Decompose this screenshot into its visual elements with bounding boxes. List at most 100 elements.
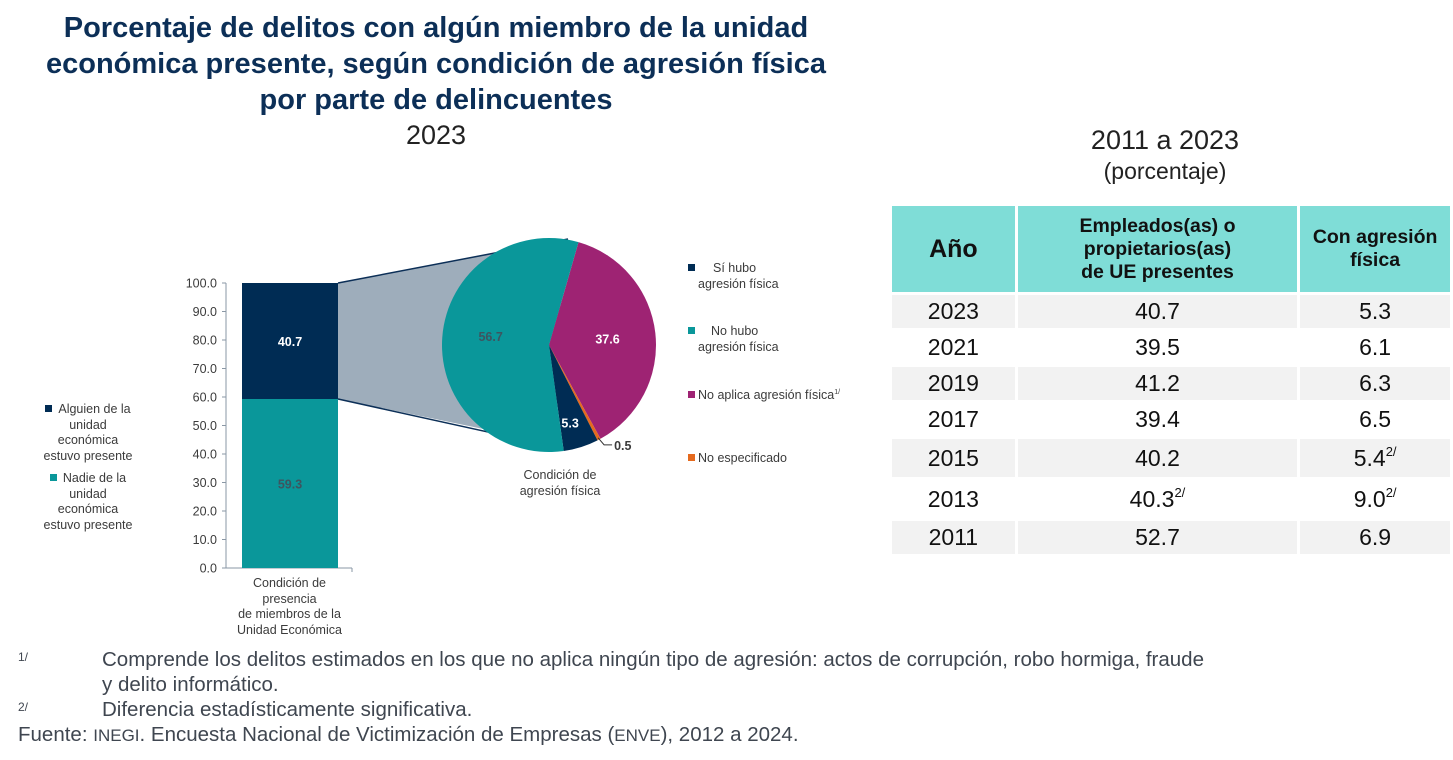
- right-subtitle-period: 2011 a 2023: [1090, 125, 1240, 155]
- legend-label: económica: [57, 433, 119, 447]
- cell-year: 2013: [927, 485, 979, 512]
- legend-item-absent: Nadie de la unidad económica estuvo pres…: [28, 471, 148, 533]
- header-line: de UE presentes: [1081, 260, 1234, 283]
- right-subtitle-unit: (porcentaje): [1103, 158, 1227, 184]
- footnote-ref: 2/: [1385, 443, 1397, 459]
- cell-aggression: 6.5: [1300, 403, 1450, 436]
- table-row: 2021 39.5 6.1: [892, 331, 1450, 364]
- cell-year: 2011: [892, 521, 1015, 554]
- cell-aggression: 9.02/: [1300, 480, 1450, 518]
- legend-label: agresión física: [698, 277, 779, 291]
- pie-data-label: 0.5: [614, 439, 631, 453]
- legend-label: unidad: [69, 417, 107, 432]
- legend-label: económica: [57, 502, 119, 516]
- cell-year: 2019: [892, 367, 1015, 400]
- right-subtitle: 2011 a 2023 (porcentaje): [880, 124, 1450, 186]
- category-label-line: Condición de: [253, 576, 326, 590]
- value: 41.2: [1135, 370, 1180, 396]
- source-org: INEGI: [93, 726, 140, 745]
- y-tick-label: 50.0: [193, 419, 217, 433]
- header-line: Empleados(as) o: [1079, 214, 1236, 237]
- value: 5.3: [1359, 298, 1392, 324]
- y-tick-label: 10.0: [193, 533, 217, 547]
- bar-category-label: Condición de presencia de miembros de la…: [222, 576, 357, 638]
- pie-label-line: agresión física: [519, 483, 601, 498]
- value: 39.4: [1135, 406, 1180, 432]
- legend-swatch-orange: [688, 454, 695, 461]
- legend-swatch-teal: [688, 327, 695, 334]
- value: 5.4: [1353, 444, 1386, 471]
- cell-aggression: 5.42/: [1300, 439, 1450, 477]
- footnote-mark: 2/: [18, 700, 29, 714]
- cell-present: 40.32/: [1018, 480, 1298, 518]
- table-row: 2017 39.4 6.5: [892, 403, 1450, 436]
- chart-title: Porcentaje de delitos con algún miembro …: [0, 10, 872, 118]
- column-header-present: Empleados(as) o propietarios(as) de UE p…: [1017, 206, 1298, 292]
- source-note: Fuente: INEGI. Encuesta Nacional de Vict…: [18, 722, 1204, 748]
- pie-data-label: 56.7: [478, 330, 502, 344]
- table-header-row: Año Empleados(as) o propietarios(as) de …: [892, 206, 1450, 292]
- y-tick-label: 90.0: [193, 305, 217, 319]
- pie-label-line: Condición de: [523, 468, 597, 482]
- table-row: 2011 52.7 6.9: [892, 521, 1450, 554]
- cell-aggression: 6.9: [1300, 521, 1450, 554]
- legend-item-aggression-no: No hubo agresión física: [688, 323, 779, 355]
- value: 6.1: [1359, 334, 1392, 360]
- bar-data-label: 59.3: [278, 477, 302, 491]
- legend-label: Nadie de la: [62, 471, 127, 485]
- cell-year: 2023: [892, 295, 1015, 328]
- bar-of-pie-chart: 0.0 10.0 20.0 30.0 40.0 50.0 60.0 70.0 80.0 90.0 1…: [186, 237, 656, 576]
- cell-year: 2015: [892, 439, 1015, 477]
- table-row: 2019 41.2 6.3: [892, 367, 1450, 400]
- header-line: Con agresión: [1312, 226, 1438, 248]
- cell-aggression: 6.3: [1300, 367, 1450, 400]
- cell-present: 40.7: [1017, 295, 1298, 328]
- historical-table: Año Empleados(as) o propietarios(as) de …: [889, 203, 1453, 557]
- y-tick-label: 20.0: [193, 505, 217, 519]
- source-text: . Encuesta Nacional de Victimización de …: [139, 723, 615, 746]
- cell-present: 39.4: [1018, 403, 1298, 436]
- legend-item-present: Alguien de la unidad económica estuvo pr…: [28, 402, 148, 464]
- legend-item-aggression-yes: Sí hubo agresión física: [688, 260, 779, 292]
- footnote-text: y delito informático.: [102, 673, 279, 696]
- column-header-year: Año: [892, 206, 1015, 292]
- legend-label: Sí hubo: [713, 261, 757, 275]
- footnote-text: Comprende los delitos estimados en los q…: [102, 648, 1204, 671]
- legend-item-unspecified: No especificado: [688, 450, 787, 466]
- legend-label: unidad: [69, 486, 107, 501]
- cell-year: 2021: [927, 334, 979, 360]
- table-row: 2023 40.7 5.3: [892, 295, 1450, 328]
- legend-swatch-magenta: [688, 391, 695, 398]
- legend-label: Alguien de la: [58, 402, 131, 416]
- title-line: por parte de delincuentes: [259, 84, 613, 116]
- category-label-line: Unidad Económica: [237, 622, 342, 637]
- footnote-ref: 1/: [834, 389, 841, 396]
- pie-data-label: 5.3: [561, 416, 578, 430]
- y-tick-label: 40.0: [193, 448, 217, 462]
- title-line: Porcentaje de delitos con algún miembro …: [63, 12, 809, 44]
- pie-leader-line: [597, 437, 613, 446]
- legend-item-not-applicable: No aplica agresión física1/: [688, 387, 840, 403]
- table-row: 2015 40.2 5.42/: [892, 439, 1450, 477]
- y-tick-label: 0.0: [200, 562, 217, 576]
- legend-label: No hubo: [711, 324, 759, 338]
- category-label-line: presencia: [262, 591, 317, 606]
- left-subtitle-year: 2023: [405, 120, 467, 150]
- value: 6.3: [1359, 370, 1392, 396]
- y-tick-label: 70.0: [193, 362, 217, 376]
- value: 6.5: [1359, 406, 1392, 432]
- legend-label: No aplica agresión física: [698, 388, 835, 402]
- pie-slice-no-aplica-agresi-n-f-sica: [549, 242, 656, 439]
- legend-swatch-teal: [49, 474, 57, 481]
- value: 40.7: [1135, 298, 1180, 324]
- source-text: ), 2012 a 2024.: [660, 723, 799, 746]
- legend-label: estuvo presente: [43, 448, 133, 463]
- legend-swatch-navy: [45, 405, 53, 412]
- bar-segment-absent: [242, 398, 338, 568]
- footnote-1: 1/ Comprende los delitos estimados en lo…: [18, 647, 1204, 697]
- footnote-mark: 1/: [18, 650, 29, 664]
- category-label-line: de miembros de la: [238, 607, 341, 621]
- footnote-2: 2/ Diferencia estadísticamente significa…: [18, 697, 1204, 722]
- source-acronym: ENVE: [614, 726, 661, 745]
- pie-slice-no-hubo-agresi-n-f-sica: [441, 237, 579, 452]
